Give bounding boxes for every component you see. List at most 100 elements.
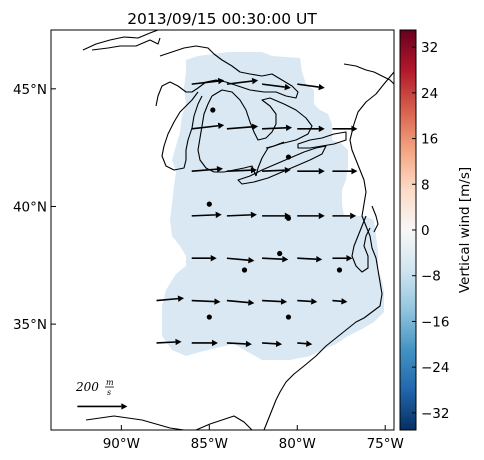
colorbar-tick-label: 32 [421,40,438,56]
wind-vector-head [245,340,252,348]
reference-arrow: 200 m s [75,378,128,410]
wind-vector-head [351,125,358,133]
wind-vector-shaft [262,127,287,130]
colorbar-tick-label: −16 [421,314,450,330]
wind-vector-head [250,166,257,174]
station-marker [277,250,283,257]
wind-vector-shaft [297,299,312,303]
lake-erie-coastline [237,145,327,185]
wind-vector-shaft [262,299,282,303]
wind-vector-head [248,257,255,264]
wind-vector-shaft [226,126,253,130]
upper-peninsula-coastline [155,45,299,107]
colorbar: 32 24 16 8 0 −8 −16 −24 −32 Vertical wind [m/s] [399,29,473,431]
wind-vector-shaft [262,169,285,172]
wind-vector-head [251,123,259,130]
wind-vector-head [341,298,348,305]
wind-vector-head [284,212,291,220]
wind-vector-head [250,211,257,219]
vertical-wind-field [162,52,384,360]
wind-vector [261,83,291,91]
wind-vector-shaft [226,169,251,172]
wind-vector-shaft [191,168,218,172]
y-axis: 45°N 40°N 35°N [13,82,56,333]
wind-vector-shaft [262,342,277,345]
wind-vector [262,256,289,263]
wind-vector [156,338,182,346]
northeast-coastline [343,63,394,85]
wind-vector [262,340,283,348]
wind-vector-head [346,255,353,262]
map-frame [50,29,395,431]
colorbar-tick-label: 0 [421,223,430,239]
station-marker [285,154,292,160]
wind-vector-shaft [297,257,317,260]
wind-vector [297,298,318,305]
delaware-bay-coastline [371,205,379,233]
wind-vector [297,125,325,133]
station-marker [336,267,343,273]
wind-vector [297,255,323,263]
station-marker [285,314,292,320]
x-tick-label: 75°W [367,436,404,452]
reference-arrow-value: 200 [75,380,99,394]
wind-vector [226,257,255,264]
wind-vector-head [350,212,357,220]
wind-vector-head [214,298,221,305]
wind-vector-head [282,256,289,263]
stations [206,107,343,320]
colorbar-tick-label: −24 [421,360,450,376]
wind-vector-head [211,339,218,347]
florida-coastline [195,415,253,430]
wind-vector [191,298,221,305]
michigan-lower-peninsula-coastline [197,95,257,177]
wind-vector-head [216,165,223,173]
wind-vectors [156,77,358,348]
wind-vector [262,124,293,132]
wind-vector-shaft [191,80,219,85]
wind-vector-head [215,211,222,219]
x-tick-label: 85°W [191,436,228,452]
wind-vector-shaft [226,257,249,261]
reference-arrow-head [121,403,128,410]
colorbar-tick-label: −8 [421,269,441,285]
chart-title: 2013/09/15 00:30:00 UT [127,10,317,28]
lake-michigan-coastline [161,91,203,171]
wind-vector [191,77,225,85]
wind-vector-head [284,83,291,91]
colorbar-tick-label: 24 [421,86,438,102]
wind-vector [226,123,259,130]
wind-vector-shaft [191,214,216,217]
wind-vector [191,255,217,262]
wind-vector-head [280,298,288,305]
colorbar-tick-label: −32 [421,406,450,422]
wind-vector-head [275,340,283,348]
wind-vector-head [318,83,325,91]
wind-vector-shaft [156,341,176,344]
wind-vector-head [177,295,185,302]
lake-ontario-coastline [297,131,347,149]
coastlines [82,30,394,430]
wind-vector-head [318,212,325,220]
y-tick-label: 45°N [13,82,47,98]
wind-vector-shaft [226,214,251,217]
wind-vector-head [351,167,358,175]
wind-vector [332,125,358,133]
reference-arrow-unit-denominator: s [107,388,111,397]
wind-vector [226,166,257,174]
wind-vector [262,212,291,220]
wind-vector [262,166,291,174]
colorbar-tick-label: 16 [421,132,438,148]
colorbar-tick-label: 8 [421,177,430,193]
wind-vector [332,298,348,305]
wind-vector [191,122,225,130]
atlantic-coastline [263,71,394,430]
wind-vector [297,340,313,347]
wind-vector-head [251,77,259,85]
wind-vector [297,167,325,175]
wind-vector [262,298,288,305]
wind-vector [332,167,358,175]
wind-vector-head [318,167,325,175]
wind-vector-head [217,77,225,85]
